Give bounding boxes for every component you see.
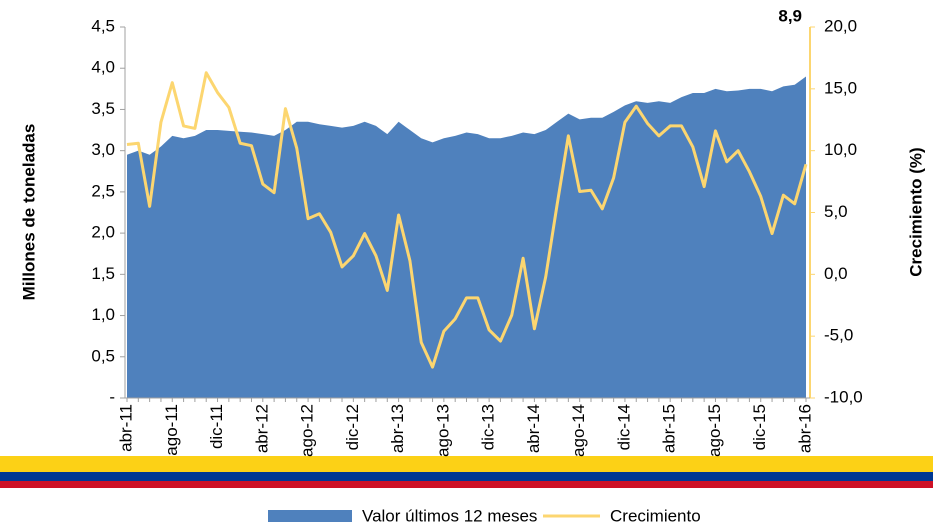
y2-axis-title: Crecimiento (%) [906, 147, 925, 276]
y-tick-label: 3,0 [91, 140, 115, 159]
x-tick-label: dic-11 [207, 404, 226, 449]
x-tick-label: abr-12 [252, 404, 271, 453]
x-tick-label: ago-13 [433, 404, 452, 457]
legend-swatch [268, 510, 352, 522]
x-tick-label: ago-14 [569, 404, 588, 457]
y2-tick-label: -10,0 [824, 387, 863, 406]
x-tick-label: dic-12 [343, 404, 362, 450]
line [126, 71, 808, 369]
x-tick-label: dic-13 [479, 404, 498, 450]
y-axis-title: Millones de toneladas [19, 124, 38, 301]
x-tick-label: abr-16 [795, 404, 814, 453]
data-label: 8,9 [778, 6, 802, 25]
x-tick-label: ago-11 [162, 404, 181, 456]
x-tick-label: dic-15 [750, 404, 769, 450]
x-tick-label: ago-15 [705, 404, 724, 457]
y-tick-label: 1,5 [91, 264, 115, 283]
y-tick-label: 4,0 [91, 58, 115, 77]
flag-red [0, 481, 933, 488]
x-tick-label: dic-14 [614, 404, 633, 450]
area [127, 76, 806, 398]
y2-tick-label: 5,0 [824, 202, 848, 221]
x-tick-label: ago-12 [298, 404, 317, 457]
x-tick-label: abr-13 [388, 404, 407, 453]
y-tick-label: 2,5 [91, 181, 115, 200]
y2-tick-label: 10,0 [824, 140, 857, 159]
x-tick-label: abr-11 [116, 404, 135, 452]
y-tick-label: 1,0 [91, 305, 115, 324]
legend-label: Crecimiento [610, 506, 701, 525]
y-tick-label: - [109, 387, 115, 406]
y2-tick-label: 0,0 [824, 264, 848, 283]
flag-yellow [0, 456, 933, 472]
y2-tick-label: -5,0 [824, 326, 853, 345]
y2-tick-label: 15,0 [824, 78, 857, 97]
flag-blue [0, 472, 933, 481]
legend-label: Valor últimos 12 meses [362, 506, 537, 525]
y-tick-label: 0,5 [91, 346, 115, 365]
y2-tick-label: 20,0 [824, 16, 857, 35]
x-tick-label: abr-14 [524, 404, 543, 453]
y-tick-label: 4,5 [91, 16, 115, 35]
y-tick-label: 2,0 [91, 223, 115, 242]
x-tick-label: abr-15 [660, 404, 679, 453]
y-tick-label: 3,5 [91, 99, 115, 118]
